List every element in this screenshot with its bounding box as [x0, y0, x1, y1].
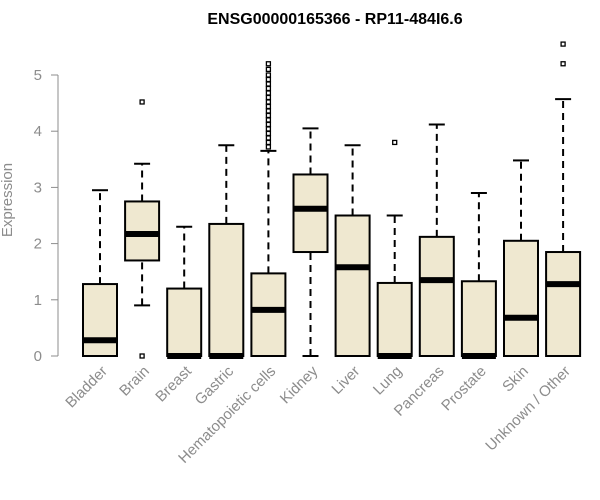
- box: [208, 222, 245, 357]
- box: [418, 235, 455, 357]
- boxes: [82, 173, 582, 357]
- y-tick-label: 0: [34, 348, 42, 365]
- box: [166, 287, 203, 357]
- medians: [83, 205, 581, 359]
- outlier-point: [560, 61, 566, 67]
- box: [503, 239, 539, 357]
- x-tick-label: Liver: [328, 363, 363, 398]
- box: [292, 173, 329, 254]
- whiskers: [92, 98, 572, 357]
- box: [82, 283, 118, 357]
- y-tick-label: 5: [34, 67, 42, 84]
- outlier-point: [139, 99, 145, 105]
- y-axis-label: Expression: [0, 163, 16, 237]
- y-tick-label: 3: [34, 179, 42, 196]
- outlier-point: [392, 139, 398, 146]
- x-tick-label: Kidney: [277, 362, 322, 407]
- x-tick-label: Breast: [152, 362, 195, 405]
- outlier-point: [265, 108, 272, 114]
- outlier-point: [265, 130, 272, 137]
- outlier-point: [265, 72, 272, 78]
- y-tick-label: 2: [34, 236, 42, 253]
- y-tick-label: 4: [34, 123, 42, 140]
- outlier-point: [265, 121, 272, 128]
- box: [334, 214, 371, 357]
- box: [376, 281, 413, 357]
- outlier-point: [265, 61, 272, 67]
- outlier-point: [265, 66, 272, 73]
- chart-title: ENSG00000165366 - RP11-484I6.6: [207, 11, 462, 28]
- outlier-point: [265, 85, 272, 92]
- box: [545, 251, 582, 357]
- outlier-point: [265, 99, 272, 105]
- x-tick-label: Skin: [499, 363, 532, 396]
- outlier-point: [265, 135, 272, 141]
- outliers: [139, 41, 566, 359]
- outlier-point: [265, 90, 272, 96]
- outlier-point: [265, 103, 272, 110]
- outlier-point: [560, 41, 566, 47]
- x-tick-label: Brain: [116, 363, 153, 400]
- x-tick-label: Bladder: [62, 363, 111, 412]
- y-axis: 0 1 2 3 4 5: [34, 67, 59, 365]
- x-tick-label: Prostate: [438, 363, 490, 415]
- outlier-point: [265, 117, 272, 123]
- x-tick-label: Lung: [370, 363, 406, 399]
- outlier-point: [265, 126, 272, 132]
- outlier-point: [139, 353, 145, 359]
- y-tick-label: 1: [34, 292, 42, 309]
- box: [124, 200, 161, 262]
- outlier-point: [265, 112, 272, 119]
- box: [460, 280, 497, 357]
- outlier-point: [265, 144, 272, 150]
- outlier-point: [265, 139, 272, 146]
- outlier-point: [265, 81, 272, 87]
- box: [250, 272, 287, 357]
- outlier-point: [265, 76, 272, 83]
- outlier-point: [265, 94, 272, 101]
